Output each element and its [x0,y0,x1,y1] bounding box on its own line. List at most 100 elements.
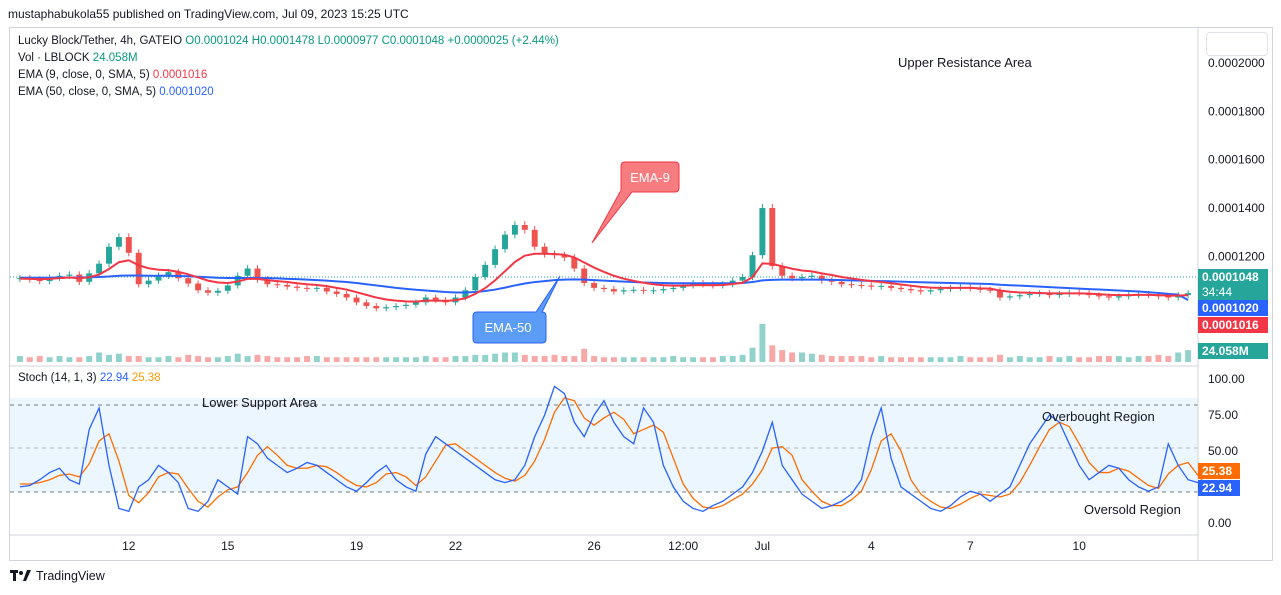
volume-bar [759,323,766,362]
volume-bar [343,357,350,362]
candle-body [363,302,370,306]
candle-body [789,275,796,279]
ema50-callout [472,275,561,344]
volume-bar [571,356,578,362]
volume-bar [214,357,221,362]
volume-bar [977,357,984,362]
volume-bar [383,357,390,362]
stoch-axis-tick-label: 50.00 [1208,444,1238,458]
candle-body [462,290,469,298]
volume-bar [422,356,429,362]
candle-body [640,289,647,291]
volume-bar [452,356,459,362]
candle-body [521,224,528,230]
volume-bar [650,357,657,362]
candle-body [878,285,885,287]
volume-bar [551,354,558,362]
price-axis: 0.0002000 0.0001800 0.0001600 0.0001400 0.00… [1208,56,1265,263]
candles-layer [16,203,1192,312]
candle-body [185,278,192,284]
volume-bar [155,357,162,362]
volume-bar [581,348,588,362]
volume-bar [76,357,83,362]
time-axis-tick-label: 12:00 [668,539,698,553]
volume-layer [16,323,1192,362]
candle-body [581,268,588,284]
volume-bar [1036,357,1043,362]
volume-bar [313,356,320,362]
volume-bar [462,356,469,362]
ema50-callout-label: EMA-50 [485,320,532,335]
legend-ema9-label: EMA (9, close, 0, SMA, 5) [18,69,150,81]
volume-bar [1105,356,1112,362]
legend-open: O0.0001024 [185,35,249,47]
price-axis-tick-label: 0.0002000 [1208,56,1265,70]
volume-bar [987,357,994,362]
volume-bar [1185,350,1192,362]
volume-bar [789,352,796,362]
candle-body [650,290,657,292]
candle-body [254,268,261,280]
candle-body [670,287,677,290]
tradingview-logo[interactable]: TradingView [10,569,105,583]
price-axis-tick-label: 0.0001400 [1208,201,1265,215]
candle-body [858,284,865,286]
time-axis-tick-label: 22 [449,539,463,553]
volume-bar [16,356,23,362]
volume-bar [808,353,815,362]
volume-bar [294,357,301,362]
volume-bar [799,352,805,362]
candle-body [412,302,419,305]
chart-frame[interactable] [9,27,1273,561]
candle-body [106,246,112,264]
volume-bar [630,357,637,362]
candle-body [214,290,221,293]
volume-bar [828,356,835,362]
volume-bar [175,357,182,362]
volume-bar [135,356,142,362]
legend-low: L0.0000977 [317,35,379,47]
candle-body [739,276,746,281]
candle-body [838,281,845,285]
volume-bar [1016,356,1023,362]
candle-body [294,286,301,288]
volume-bar [561,356,568,362]
volume-bar [769,345,776,362]
volume-bar [640,357,647,362]
volume-bar [274,357,281,362]
volume-bar [947,357,954,362]
ema9-callout [591,161,680,244]
volume-bar [749,347,756,362]
volume-bar [957,356,964,362]
tradingview-logo-icon [10,570,31,581]
candle-body [937,289,944,291]
candle-body [135,252,142,285]
chart-settings-button[interactable] [1206,32,1268,56]
volume-bar [36,356,43,362]
volume-bar [719,356,726,362]
volume-bar [670,356,677,362]
volume-bar [224,356,231,362]
stoch-axis-tick-label: 100.00 [1208,372,1245,386]
volume-bar [868,357,875,362]
legend-stoch-label: Stoch (14, 1, 3) [18,372,97,384]
candle-body [304,287,310,289]
volume-tag: 24.058M [1198,343,1268,359]
volume-bar [432,357,439,362]
volume-bar [1175,352,1182,362]
volume-bar [521,354,528,362]
candle-body [1056,293,1063,296]
volume-bar [1125,357,1132,362]
volume-bar [373,357,380,362]
volume-bar [1115,356,1122,362]
volume-bar [709,357,716,362]
candle-body [115,237,122,247]
legend-ema9-row: EMA (9, close, 0, SMA, 5) 0.0001016 [18,69,207,81]
volume-bar [1096,356,1102,362]
candle-body [343,293,350,298]
candle-body [660,289,667,291]
tradingview-brand: TradingView [36,569,105,583]
volume-bar [1145,356,1152,362]
legend-volume-row: Vol · LBLOCK 24.058M [18,52,138,64]
